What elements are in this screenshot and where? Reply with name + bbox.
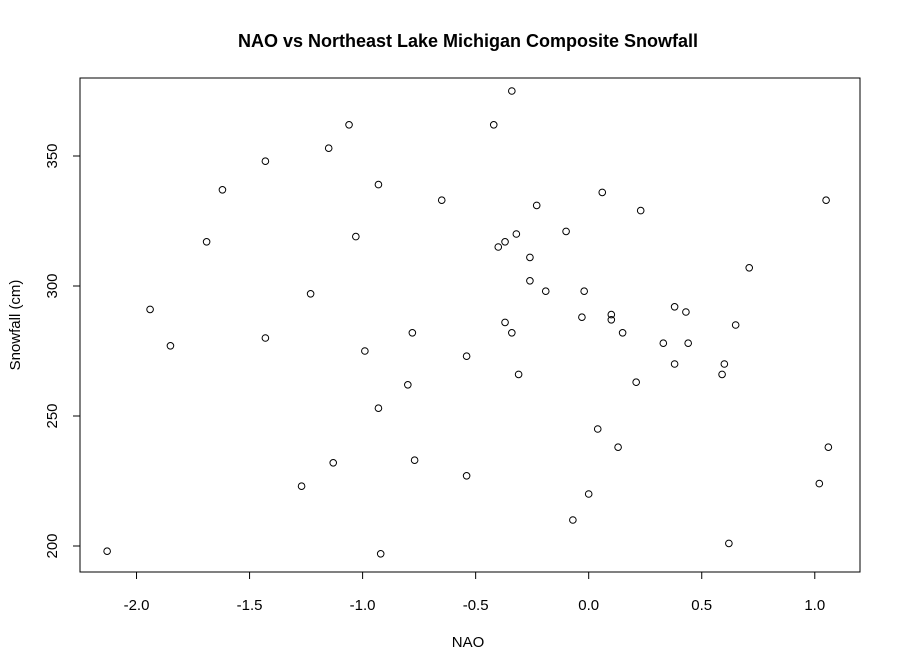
x-tick-label: -0.5 xyxy=(463,597,489,614)
y-axis: 200 250 300 350 xyxy=(44,143,81,559)
data-point xyxy=(103,547,111,556)
data-point xyxy=(329,459,338,467)
data-point xyxy=(408,329,417,337)
data-point xyxy=(410,456,419,465)
data-point xyxy=(720,360,729,368)
data-point xyxy=(824,443,833,452)
x-tick-label: -1.0 xyxy=(350,597,376,614)
data-point xyxy=(376,550,385,558)
x-tick-label: -1.5 xyxy=(237,597,263,614)
data-point xyxy=(636,206,645,215)
data-point xyxy=(684,339,692,348)
data-point xyxy=(731,321,740,329)
data-point xyxy=(501,238,509,246)
data-point xyxy=(584,490,593,498)
data-point xyxy=(508,329,516,337)
data-point xyxy=(569,516,577,524)
data-point xyxy=(614,443,622,452)
data-point xyxy=(306,290,315,298)
x-axis-label: NAO xyxy=(452,634,485,651)
data-point xyxy=(404,381,412,389)
x-tick-label: 1.0 xyxy=(804,597,825,614)
y-tick-label: 200 xyxy=(44,533,61,558)
data-point xyxy=(745,264,754,272)
data-point xyxy=(632,378,640,387)
data-point xyxy=(725,539,733,548)
data-point xyxy=(489,121,498,129)
data-point xyxy=(494,243,503,251)
data-point xyxy=(682,308,690,316)
data-points xyxy=(103,87,833,558)
data-point xyxy=(607,316,616,324)
data-point xyxy=(462,352,471,361)
data-point xyxy=(202,238,211,246)
data-point xyxy=(508,87,516,95)
data-point xyxy=(512,230,521,238)
data-point xyxy=(437,196,446,204)
data-point xyxy=(374,180,383,189)
x-tick-label: 0.5 xyxy=(691,597,712,614)
data-point xyxy=(580,287,588,296)
data-point xyxy=(374,404,383,413)
y-tick-label: 350 xyxy=(44,143,61,168)
data-point xyxy=(352,232,360,241)
data-point xyxy=(146,305,154,314)
data-point xyxy=(526,277,534,285)
data-point xyxy=(361,347,369,355)
x-tick-label: 0.0 xyxy=(578,597,599,614)
x-tick-label: -2.0 xyxy=(124,597,150,614)
y-tick-label: 250 xyxy=(44,403,61,428)
data-point xyxy=(670,303,679,311)
y-axis-label: Snowfall (cm) xyxy=(7,280,24,371)
data-point xyxy=(607,310,616,319)
data-point xyxy=(218,186,227,194)
data-point xyxy=(501,318,509,327)
data-point xyxy=(166,342,175,350)
data-point xyxy=(670,360,679,368)
y-tick-label: 300 xyxy=(44,273,61,298)
chart-title: NAO vs Northeast Lake Michigan Composite… xyxy=(238,31,698,51)
data-point xyxy=(718,370,726,379)
data-point xyxy=(462,472,471,480)
data-point xyxy=(562,227,570,236)
data-point xyxy=(598,188,607,197)
data-point xyxy=(593,425,602,433)
data-point xyxy=(578,313,586,322)
data-point xyxy=(345,121,353,129)
data-point xyxy=(261,334,270,342)
data-point xyxy=(324,144,333,152)
data-point xyxy=(815,479,824,488)
data-point xyxy=(822,196,830,204)
data-point xyxy=(261,157,270,165)
data-point xyxy=(541,287,550,296)
data-point xyxy=(659,339,668,348)
x-axis: -2.0 -1.5 -1.0 -0.5 0.0 0.5 1.0 xyxy=(124,571,825,614)
data-point xyxy=(297,482,306,491)
data-point xyxy=(514,370,523,379)
data-point xyxy=(618,329,627,337)
data-point xyxy=(526,253,534,262)
data-point xyxy=(532,201,541,210)
